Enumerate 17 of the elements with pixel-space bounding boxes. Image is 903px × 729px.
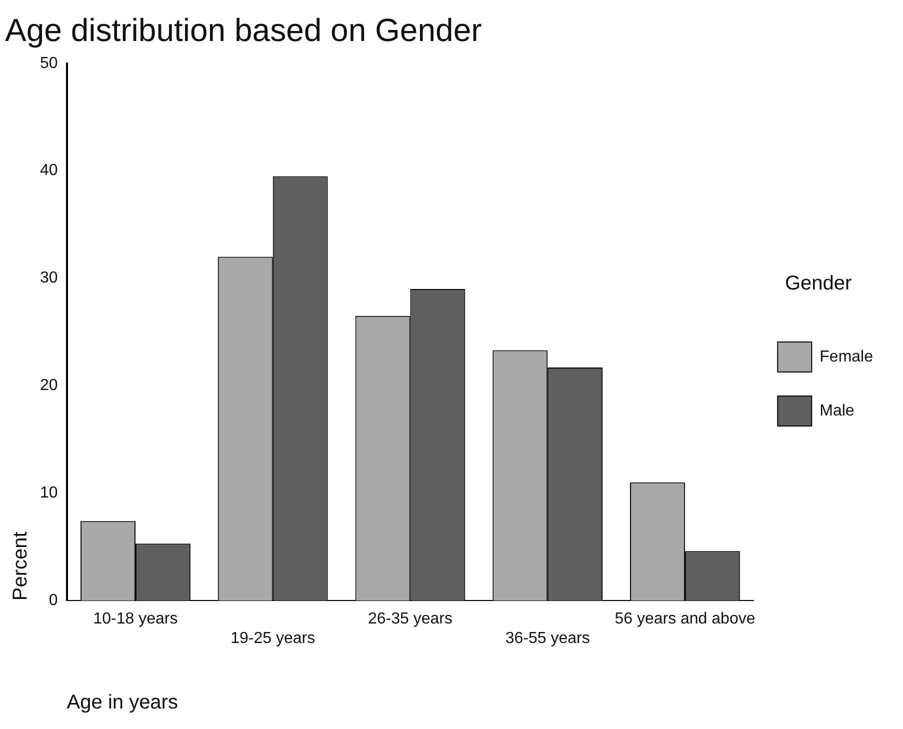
x-tick-label: 19-25 years <box>230 630 316 647</box>
x-tick-label: 10-18 years <box>93 610 178 628</box>
legend-label: Female <box>820 348 874 366</box>
y-tick-label: 20 <box>40 377 58 394</box>
y-tick-label: 30 <box>40 270 58 287</box>
y-tick-label: 0 <box>48 592 58 610</box>
x-tick-label: 26-35 years <box>368 610 452 628</box>
x-tick-label: 56 years and above <box>614 610 756 628</box>
y-tick-label: 40 <box>40 162 58 180</box>
legend-title: Gender <box>784 272 852 295</box>
y-tick-label: 50 <box>40 54 58 72</box>
x-axis-title: Age in years <box>66 692 178 714</box>
y-axis-title: Percent <box>10 531 32 601</box>
legend-label: Male <box>820 402 854 420</box>
x-tick-label: 36-55 years <box>505 630 590 647</box>
y-tick-label: 10 <box>40 484 58 502</box>
chart-title: Age distribution based on Gender <box>5 12 482 48</box>
